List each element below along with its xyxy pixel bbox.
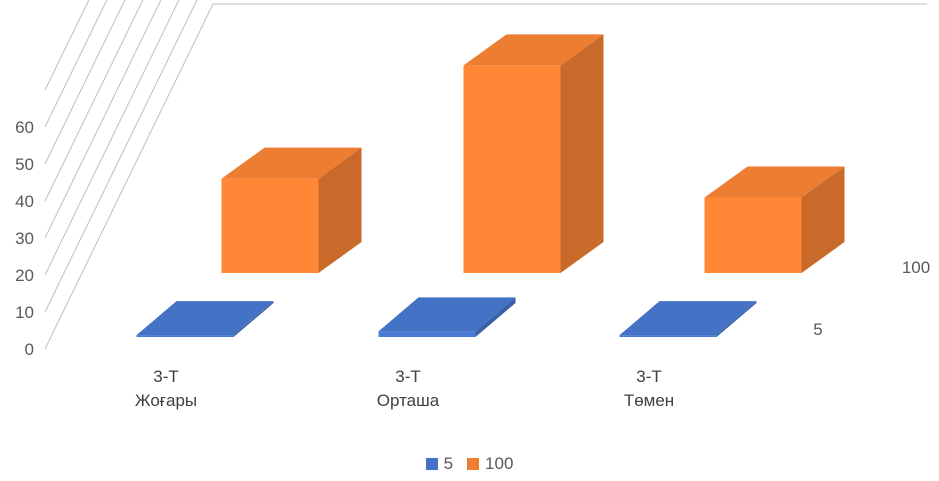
bar-side <box>801 166 845 273</box>
bar-top <box>221 147 362 179</box>
category-labels: 3-Т Жоғары 3-Т Орташа 3-Т Төмен <box>135 367 674 410</box>
bar-side <box>233 301 274 337</box>
bar-top <box>136 301 274 336</box>
gridlines <box>44 0 927 350</box>
bar-top <box>378 297 516 332</box>
bar-side <box>475 297 516 337</box>
bar <box>136 301 274 337</box>
y-tick-label: 40 <box>15 192 34 211</box>
gridline <box>44 3 927 350</box>
bar-top <box>619 301 757 336</box>
bar-top <box>704 166 845 198</box>
gridline <box>44 0 180 276</box>
gridline <box>44 0 108 128</box>
y-tick-label: 60 <box>15 118 34 137</box>
legend: 5 100 <box>0 454 939 474</box>
legend-swatch <box>467 458 480 470</box>
bar <box>463 34 604 274</box>
bars <box>136 34 845 337</box>
legend-item: 100 <box>467 454 513 474</box>
category-label: 3-Т Орташа <box>377 367 440 410</box>
bar <box>221 147 362 273</box>
bar-top <box>463 34 604 66</box>
bar-front <box>136 335 234 337</box>
depth-axis-labels: 5 100 <box>813 258 930 339</box>
bar-side <box>716 301 757 337</box>
bar <box>378 297 516 337</box>
gridline <box>44 0 162 239</box>
bar-front <box>463 65 561 274</box>
bar-front <box>619 335 717 337</box>
y-tick-label: 10 <box>15 303 34 322</box>
series-axis-label: 100 <box>902 258 930 277</box>
legend-label: 5 <box>443 454 454 473</box>
category-label: 3-Т Төмен <box>624 367 674 410</box>
gridline <box>44 0 144 202</box>
series-axis-label: 5 <box>813 320 822 339</box>
legend-swatch <box>425 458 438 470</box>
y-axis-ticks: 0 10 20 30 40 50 60 <box>15 118 34 359</box>
bar <box>704 166 845 273</box>
bar <box>619 301 757 337</box>
bar-front <box>378 331 476 337</box>
bar-front <box>221 178 319 273</box>
bar-side <box>560 34 604 274</box>
category-label: 3-Т Жоғары <box>135 367 197 410</box>
gridline <box>44 0 198 313</box>
gridline <box>44 0 126 165</box>
bar-side <box>318 147 362 273</box>
y-tick-label: 0 <box>25 340 34 359</box>
bar-front <box>704 197 802 273</box>
legend-item: 5 <box>425 454 454 474</box>
y-tick-label: 30 <box>15 229 34 248</box>
legend-label: 100 <box>485 454 514 473</box>
y-tick-label: 20 <box>15 266 34 285</box>
y-tick-label: 50 <box>15 155 34 174</box>
